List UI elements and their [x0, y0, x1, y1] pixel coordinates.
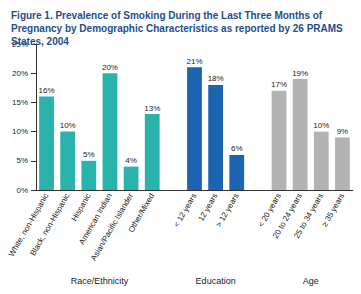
svg-text:5%: 5% — [16, 156, 28, 165]
svg-text:0%: 0% — [16, 186, 28, 195]
svg-text:18%: 18% — [208, 74, 224, 83]
svg-text:Hispanic: Hispanic — [70, 192, 93, 223]
svg-text:4%: 4% — [125, 156, 137, 165]
svg-text:19%: 19% — [292, 69, 308, 78]
svg-text:Black, non-Hispanic: Black, non-Hispanic — [29, 192, 72, 258]
svg-text:5%: 5% — [83, 150, 95, 159]
svg-text:Age: Age — [303, 276, 319, 286]
svg-text:17%: 17% — [271, 80, 287, 89]
svg-text:12 years: 12 years — [196, 192, 219, 223]
svg-text:Asian/Pacific Islander: Asian/Pacific Islander — [89, 191, 135, 263]
svg-text:10%: 10% — [12, 127, 28, 136]
svg-text:White, non-Hispanic: White, non-Hispanic — [6, 191, 51, 259]
svg-text:≥ 35 years: ≥ 35 years — [320, 192, 346, 229]
svg-text:16%: 16% — [39, 86, 55, 95]
svg-text:9%: 9% — [337, 127, 349, 136]
svg-text:20 to 24 years: 20 to 24 years — [271, 191, 305, 241]
svg-text:10%: 10% — [60, 121, 76, 130]
svg-text:Education: Education — [196, 276, 236, 286]
svg-text:6%: 6% — [231, 144, 243, 153]
svg-text:> 12 years: > 12 years — [214, 192, 241, 229]
svg-text:< 12 years: < 12 years — [172, 192, 199, 229]
svg-text:10%: 10% — [313, 121, 329, 130]
svg-text:15%: 15% — [12, 98, 28, 107]
svg-text:25 to 34 years: 25 to 34 years — [292, 192, 325, 240]
svg-text:Figure 1. Prevalence of Smokin: Figure 1. Prevalence of Smoking During t… — [11, 10, 325, 21]
svg-text:13%: 13% — [144, 104, 160, 113]
svg-text:American Indian: American Indian — [77, 191, 114, 247]
svg-text:< 20 years: < 20 years — [256, 191, 283, 229]
svg-text:Pregnancy by Demographic Chara: Pregnancy by Demographic Characteristics… — [11, 23, 346, 34]
svg-text:Race/Ethnicity: Race/Ethnicity — [71, 276, 129, 286]
svg-text:21%: 21% — [186, 57, 202, 66]
svg-text:States, 2004: States, 2004 — [11, 36, 69, 47]
svg-text:Other/Mixed: Other/Mixed — [127, 192, 157, 234]
svg-text:20%: 20% — [102, 63, 118, 72]
svg-text:20%: 20% — [12, 69, 28, 78]
